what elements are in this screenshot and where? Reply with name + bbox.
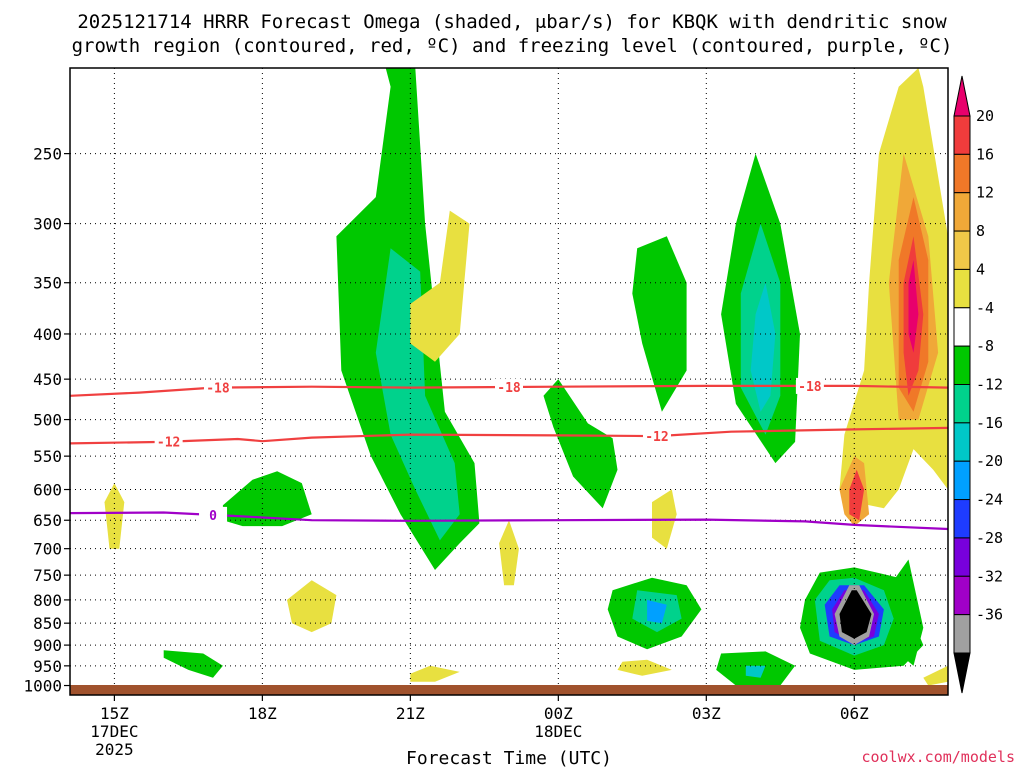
colorbar-cell-10	[953, 460, 971, 501]
x-tick-label-03Z: 03Z	[692, 704, 721, 723]
yellow-blob-23z	[499, 520, 519, 586]
colorbar: 20 16 12 8 4 -4 -8 -12 -16 -20 -24 -28 -32 -36	[953, 75, 1003, 694]
colorbar-cell-14	[953, 614, 971, 654]
green-blob-00z	[543, 379, 618, 509]
colorbar-label--12: -12	[976, 376, 1003, 394]
colorbar-cell-4	[953, 230, 971, 270]
dgz-minus18-label-1: -18	[497, 381, 521, 396]
x-tick-label-21Z: 21Z	[396, 704, 425, 723]
dgz-minus18-label-0: -18	[206, 382, 230, 397]
dgz-minus12-label-bg-0	[154, 433, 183, 450]
colorbar-cell-11	[953, 499, 971, 539]
dgz-minus18-label-bg-1	[495, 379, 523, 396]
colorbar-cell-9	[953, 422, 971, 462]
y-tick-label-250: 250	[33, 145, 62, 164]
colorbar-label--20: -20	[976, 452, 1003, 470]
green-blob-0630z	[893, 559, 924, 666]
colorbar-cell-5	[953, 268, 971, 309]
magenta-east-top	[908, 260, 919, 353]
colorbar-label-4: 4	[976, 260, 985, 278]
y-tick-label-300: 300	[33, 215, 62, 234]
colorbar-cell-7	[953, 345, 971, 385]
y-axis: 250 300 350 400 450 500 550 600 650 700 750 800 850 9…	[23, 145, 70, 696]
y-tick-label-800: 800	[33, 591, 62, 610]
dgz-minus12-label-0: -12	[157, 436, 180, 451]
title-line-1: 2025121714 HRRR Forecast Omega (shaded, …	[77, 11, 947, 33]
colorbar-label--28: -28	[976, 529, 1003, 547]
colorbar-cell-6	[953, 307, 971, 347]
y-tick-label-400: 400	[33, 325, 62, 344]
colorbar-top-arrow	[953, 75, 971, 117]
colorbar-bottom-arrow	[953, 652, 971, 694]
dgz-minus18-label-2: -18	[798, 380, 822, 395]
dgz-minus12-label-1: -12	[645, 430, 668, 445]
y-tick-label-700: 700	[33, 540, 62, 559]
y-tick-label-650: 650	[33, 511, 62, 530]
dgz-minus18-label-bg-0	[203, 379, 232, 396]
x-tick-sublabel-00Z: 18DEC	[534, 722, 582, 741]
black-blob-06z	[839, 590, 872, 639]
yellow-blob-22z	[410, 665, 460, 682]
x-tick-sublabel2-15Z: 2025	[95, 740, 134, 759]
colorbar-label--4: -4	[976, 299, 994, 317]
green-column-02z	[632, 236, 687, 412]
cyan-blob-03z	[745, 665, 766, 678]
dgz-minus12-line	[70, 426, 948, 445]
colorbar-cell-1	[953, 115, 971, 155]
dgz-minus18-label-bg-2	[795, 377, 824, 394]
x-axis-label: Forecast Time (UTC)	[406, 748, 612, 768]
colorbar-cell-13	[953, 575, 971, 616]
freezing-level-label-0: 0	[209, 509, 217, 524]
yellow-blob-19z	[287, 580, 337, 633]
yellow-blob-07z	[923, 665, 948, 686]
colorbar-cell-3	[953, 192, 971, 232]
credit-text: coolwx.com/models	[861, 748, 1015, 766]
colorbar-label-12: 12	[976, 184, 994, 202]
yellow-blob-21z	[410, 210, 470, 362]
y-tick-label-750: 750	[33, 566, 62, 585]
colorbar-label--24: -24	[976, 491, 1003, 509]
green-blob-16z	[163, 650, 223, 678]
cyan-column-03z	[750, 282, 776, 412]
colorbar-label--32: -32	[976, 567, 1003, 585]
blue-blob-02z	[647, 599, 667, 624]
y-tick-label-850: 850	[33, 614, 62, 633]
plot-frame	[69, 67, 949, 696]
y-tick-label-450: 450	[33, 370, 62, 389]
y-tick-label-950: 950	[33, 657, 62, 676]
y-tick-label-900: 900	[33, 636, 62, 655]
x-tick-label-18Z: 18Z	[248, 704, 277, 723]
y-tick-label-500: 500	[33, 411, 62, 430]
title-line-2: growth region (contoured, red, ºC) and f…	[72, 35, 953, 57]
x-tick-sublabel-15Z: 17DEC	[90, 722, 138, 741]
colorbar-label-16: 16	[976, 145, 994, 163]
yellow-blob-15z	[104, 483, 125, 549]
green-blob-18z	[222, 471, 312, 527]
teal-column-west	[375, 248, 460, 541]
colorbar-label--36: -36	[976, 606, 1003, 624]
red-east-low	[849, 469, 865, 521]
contour-lines: -18 -18 -18 -12 -12 0	[70, 377, 948, 531]
colorbar-cell-8	[953, 384, 971, 424]
dgz-minus12-label-bg-1	[642, 428, 671, 445]
y-tick-label-600: 600	[33, 481, 62, 500]
x-tick-label-15Z: 15Z	[100, 704, 129, 723]
colorbar-label--8: -8	[976, 337, 994, 355]
colorbar-label--16: -16	[976, 414, 1003, 432]
x-tick-label-00Z: 00Z	[544, 704, 573, 723]
colorbar-cell-12	[953, 537, 971, 577]
ground-terrain	[70, 685, 948, 695]
colorbar-label-20: 20	[976, 107, 994, 125]
colorbar-label-8: 8	[976, 222, 985, 240]
colorbar-cell-2	[953, 153, 971, 194]
y-tick-label-1000: 1000	[23, 677, 62, 696]
yellow-blob-01z	[617, 659, 672, 676]
freezing-level-label-bg-0	[199, 506, 228, 523]
y-tick-label-350: 350	[33, 274, 62, 293]
y-tick-label-550: 550	[33, 447, 62, 466]
x-tick-label-06Z: 06Z	[840, 704, 869, 723]
